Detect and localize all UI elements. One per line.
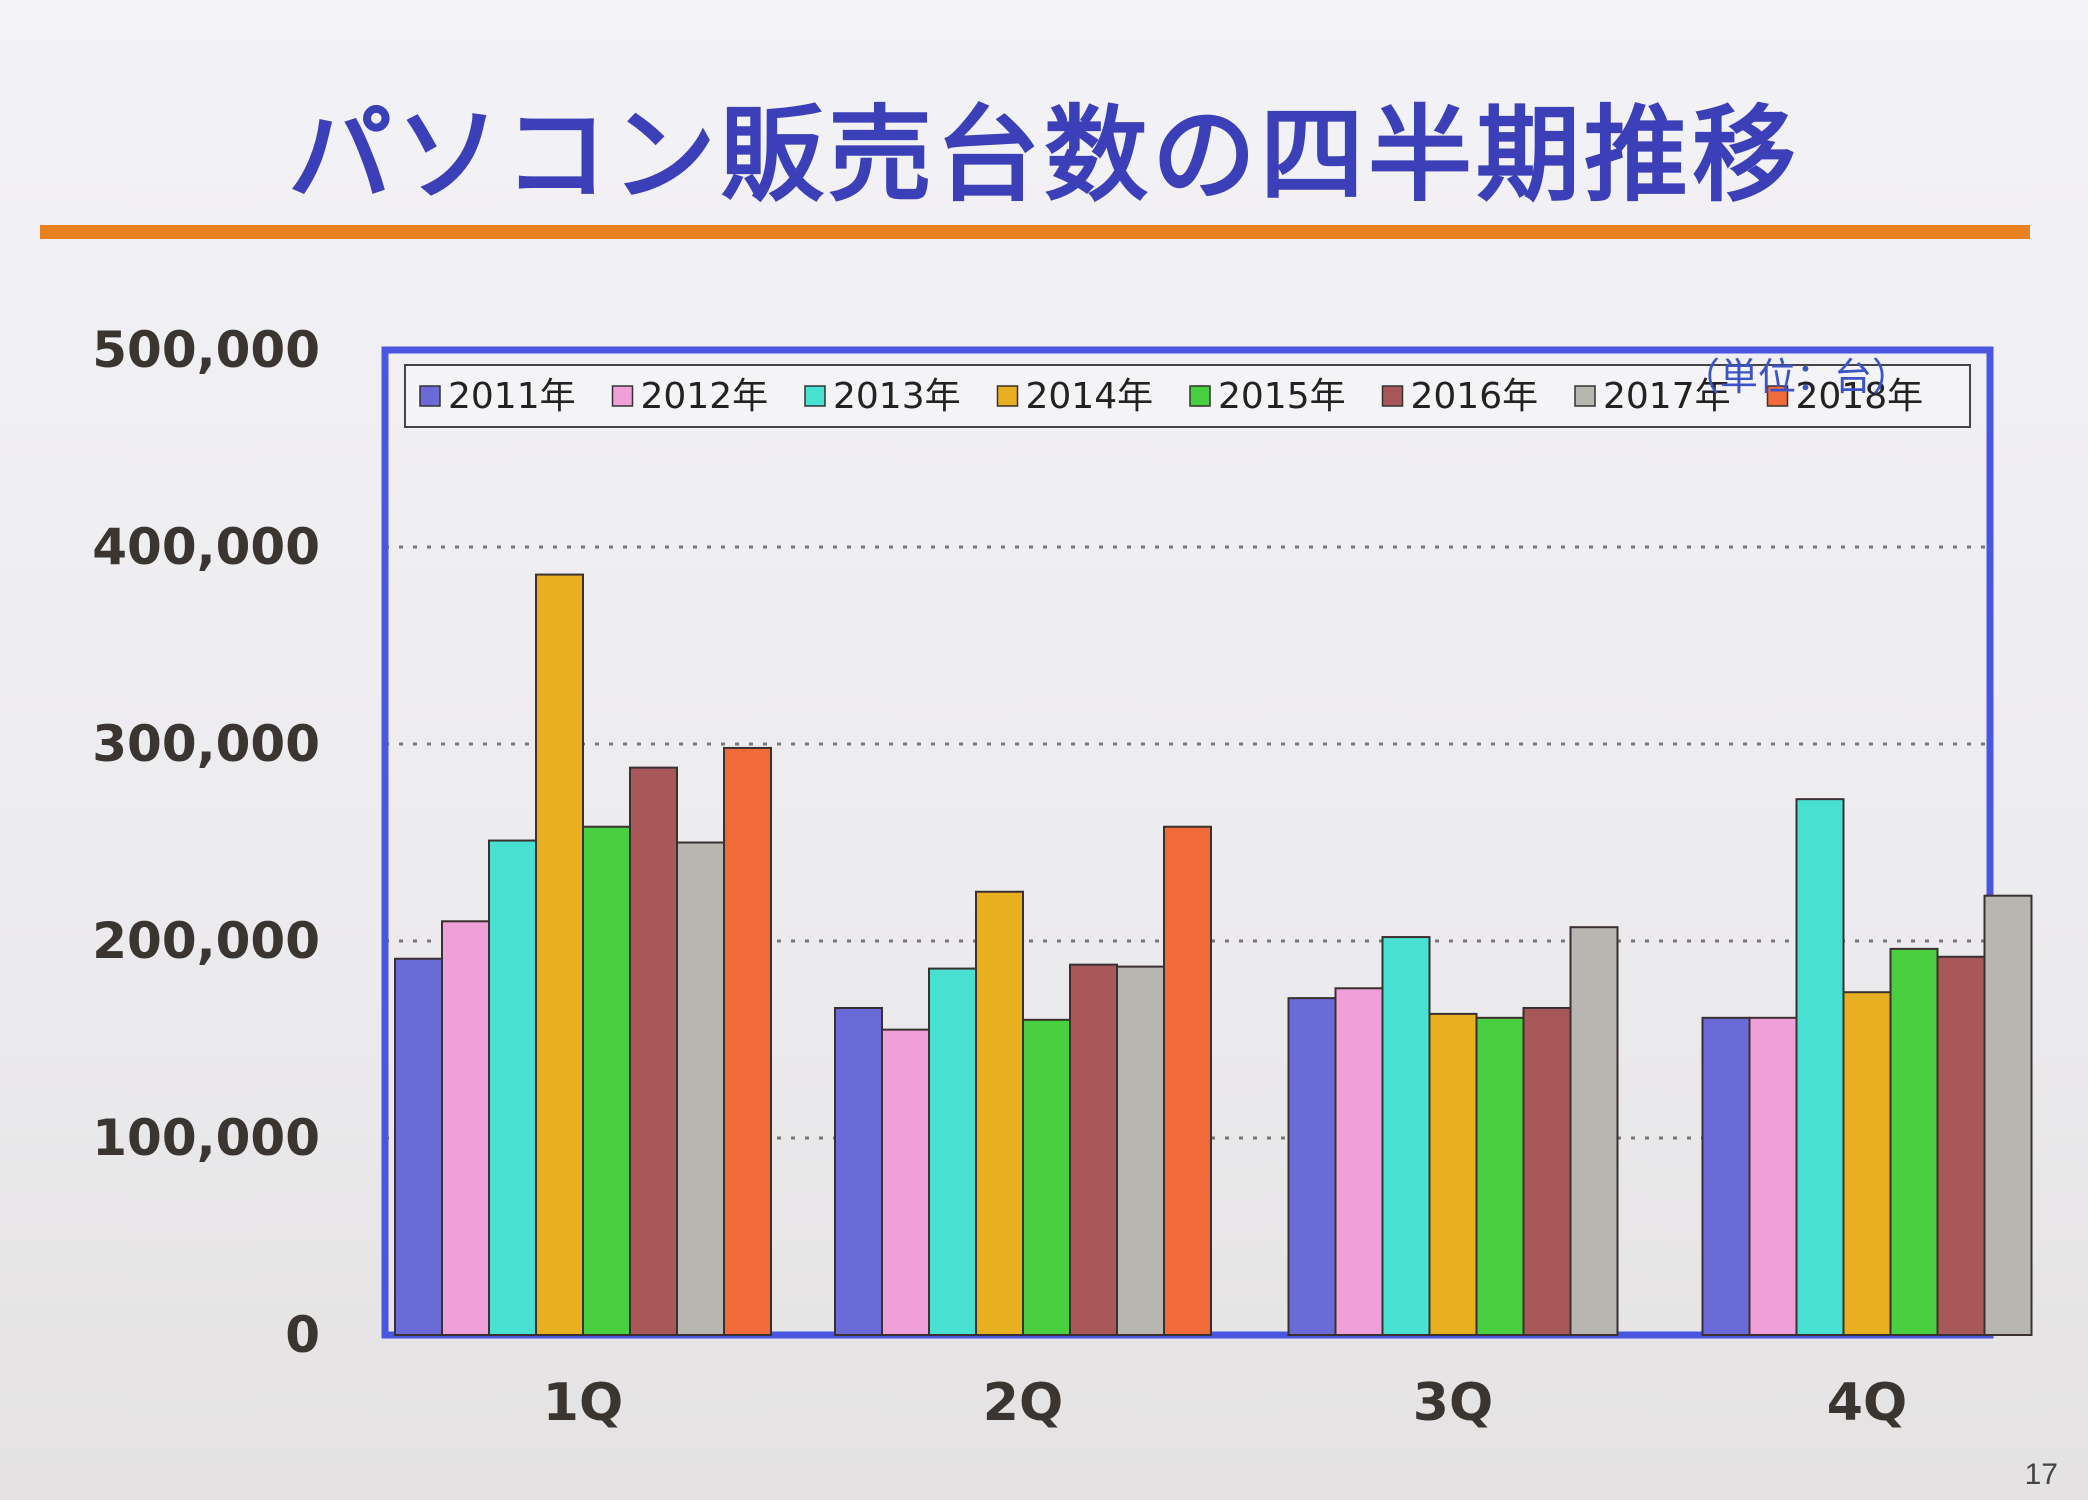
bar-4Q-2011年: [1701, 1016, 1751, 1337]
y-tick-label: 0: [285, 1306, 320, 1364]
bar-3Q-2011年: [1287, 997, 1337, 1336]
legend-swatch: [1766, 385, 1789, 407]
y-tick-label: 200,000: [92, 912, 320, 970]
bar-1Q-2018年: [723, 746, 772, 1336]
x-tick-label: 2Q: [983, 1373, 1063, 1433]
bar-4Q-2015年: [1889, 947, 1939, 1336]
bar-2Q-2013年: [928, 967, 977, 1337]
bar-1Q-2015年: [582, 825, 631, 1336]
y-tick-label: 100,000: [92, 1109, 320, 1167]
legend-label: 2016年: [1411, 376, 1539, 417]
legend-label: 2014年: [1026, 376, 1154, 417]
legend-swatch: [996, 385, 1019, 407]
bar-3Q-2012年: [1334, 987, 1384, 1337]
bar-3Q-2013年: [1381, 936, 1431, 1336]
bar-1Q-2016年: [629, 766, 678, 1336]
legend-label: 2017年: [1603, 376, 1731, 417]
bar-2Q-2012年: [881, 1028, 930, 1337]
bar-1Q-2014年: [535, 573, 584, 1336]
legend-label: 2015年: [1218, 376, 1346, 417]
bar-3Q-2015年: [1475, 1016, 1525, 1337]
bar-2Q-2017年: [1116, 965, 1165, 1336]
x-tick-label: 1Q: [543, 1373, 623, 1433]
bar-4Q-2016年: [1936, 955, 1986, 1336]
bar-3Q-2017年: [1569, 926, 1619, 1337]
y-tick-label: 400,000: [92, 518, 320, 576]
bar-2Q-2014年: [975, 890, 1024, 1336]
page-number: 17: [2024, 1458, 2058, 1491]
bar-2Q-2015年: [1022, 1018, 1071, 1336]
bar-3Q-2014年: [1428, 1012, 1478, 1336]
x-axis-ticks: 1Q 2Q 3Q 4Q: [543, 1373, 1907, 1433]
bar-4Q-2017年: [1983, 894, 2033, 1336]
x-tick-label: 4Q: [1827, 1373, 1907, 1433]
y-axis-ticks: 0 100,000 200,000 300,000 400,000 500,000: [92, 321, 320, 1364]
bar-4Q-2012年: [1748, 1016, 1798, 1337]
bar-1Q-2011年: [394, 957, 443, 1336]
legend-label: 2011年: [448, 376, 576, 417]
legend-box: [404, 364, 1971, 428]
legend-label: 2012年: [641, 376, 769, 417]
legend-swatch: [1574, 385, 1596, 407]
bar-2Q-2018年: [1163, 825, 1212, 1336]
y-tick-label: 500,000: [92, 321, 320, 379]
legend-label: 2013年: [833, 376, 961, 417]
legend: 2011年 2012年 2013年 2014年 2015年 2016年 2017年 2018年: [404, 364, 1971, 428]
bar-2Q-2011年: [834, 1006, 883, 1336]
legend-swatch: [1189, 385, 1211, 407]
bar-1Q-2017年: [676, 841, 725, 1336]
x-tick-label: 3Q: [1413, 1373, 1493, 1433]
bar-2Q-2016年: [1069, 963, 1118, 1336]
title-underline: [40, 225, 2030, 239]
bar-1Q-2013年: [488, 839, 537, 1337]
legend-swatch: [1381, 385, 1404, 407]
unit-label: （単位：台）: [1682, 355, 1910, 399]
bar-4Q-2013年: [1795, 798, 1845, 1336]
bar-4Q-2014年: [1842, 991, 1892, 1336]
bar-1Q-2012年: [441, 920, 490, 1336]
y-tick-label: 300,000: [92, 715, 320, 773]
legend-swatch: [804, 385, 826, 407]
legend-swatch: [419, 385, 441, 407]
legend-label: 2018年: [1796, 376, 1924, 417]
slide-title: パソコン販売台数の四半期推移: [287, 94, 1800, 216]
bar-3Q-2016年: [1522, 1006, 1572, 1336]
legend-swatch: [611, 385, 634, 407]
bars: [394, 573, 2033, 1337]
